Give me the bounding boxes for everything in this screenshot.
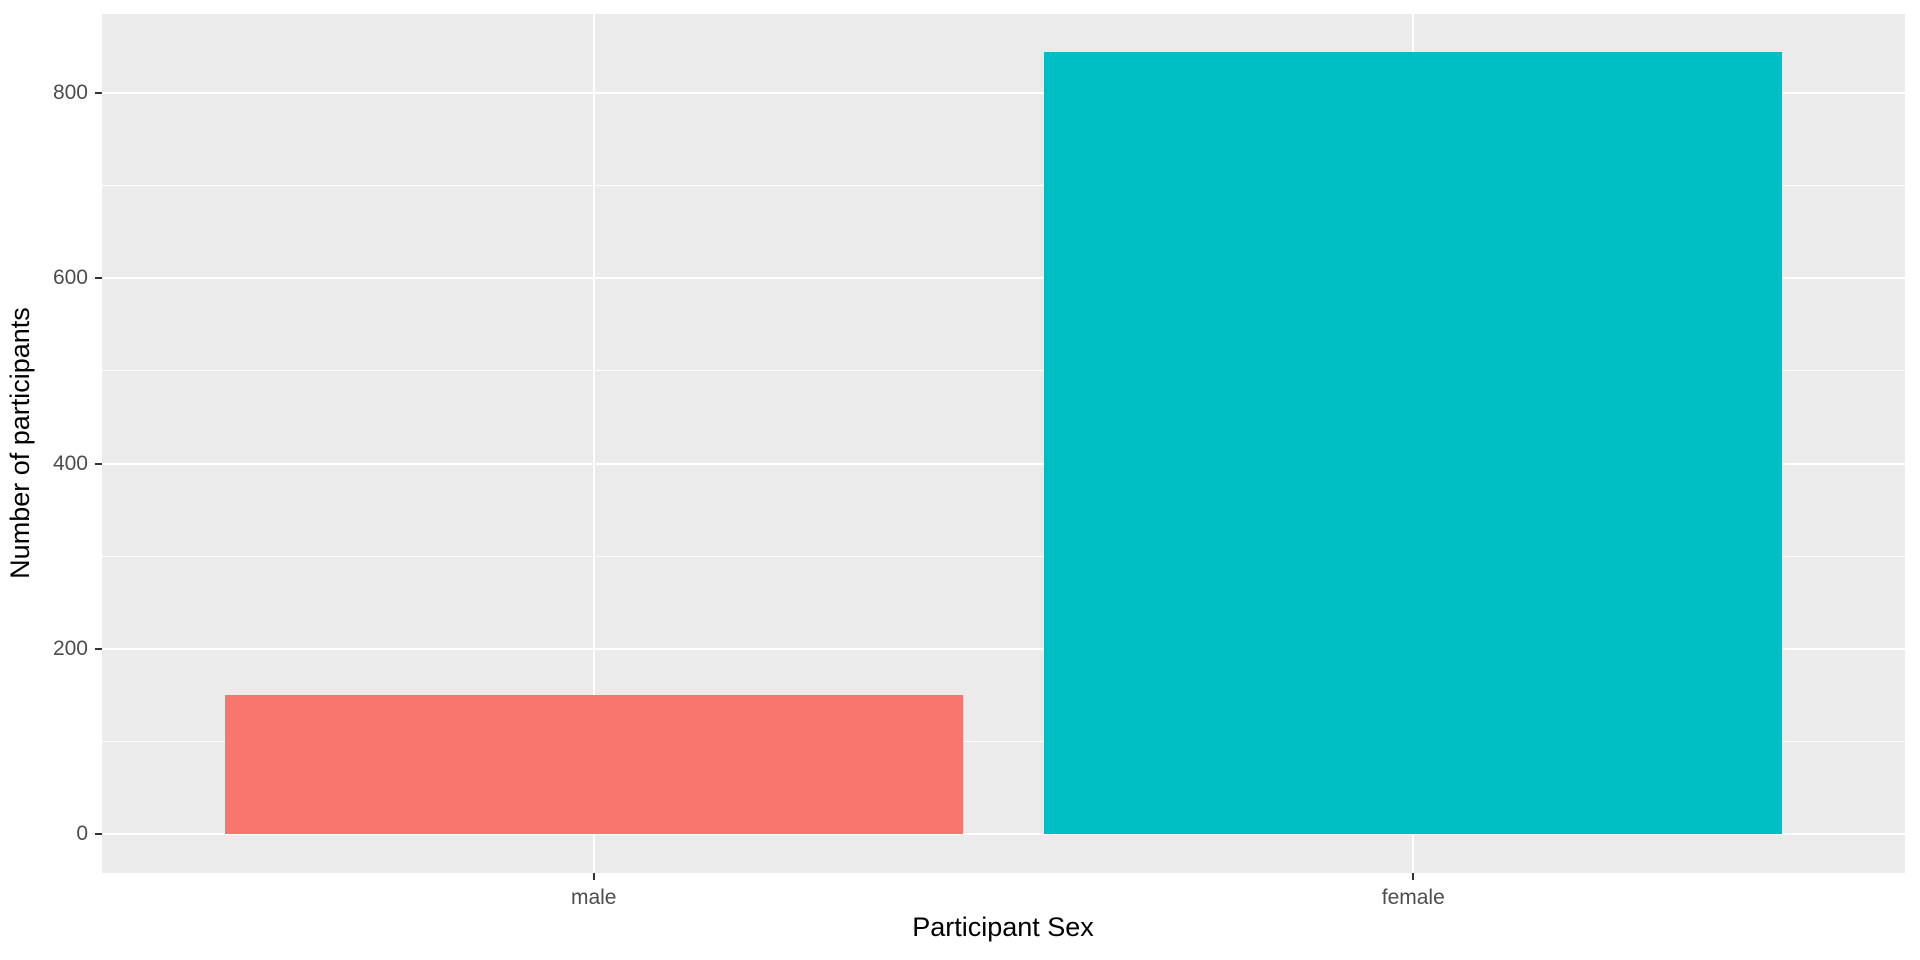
y-tick-label: 200 [52,636,88,660]
x-tick-label-male: male [570,886,617,909]
bar-male [224,695,963,834]
gridline-major [102,462,1905,465]
x-tick-label-female: female [1381,886,1445,909]
bar-female [1044,52,1783,834]
gridline-major [102,92,1905,94]
gridline-major [102,833,1905,835]
y-tick-mark [95,647,102,650]
gridline-major [102,647,1905,650]
gridline-minor [102,370,1905,372]
y-tick-label: 800 [52,81,88,104]
x-axis-title: Participant Sex [912,912,1094,942]
y-tick-label: 0 [76,822,88,845]
y-tick-mark [95,833,102,835]
gridline-major [102,277,1905,280]
y-tick-mark [95,277,102,280]
y-tick-label: 600 [52,266,88,290]
y-tick-label: 400 [52,451,88,475]
gridline-minor [102,185,1905,187]
y-axis-title: Number of participants [5,307,35,579]
gridline-minor [102,740,1905,742]
y-tick-mark [95,92,102,94]
x-tick-mark [592,873,595,880]
y-tick-mark [95,462,102,465]
plot-panel [102,14,1905,873]
x-tick-mark [1412,873,1415,880]
gridline-major-vertical [592,14,595,873]
gridline-minor [102,555,1905,557]
